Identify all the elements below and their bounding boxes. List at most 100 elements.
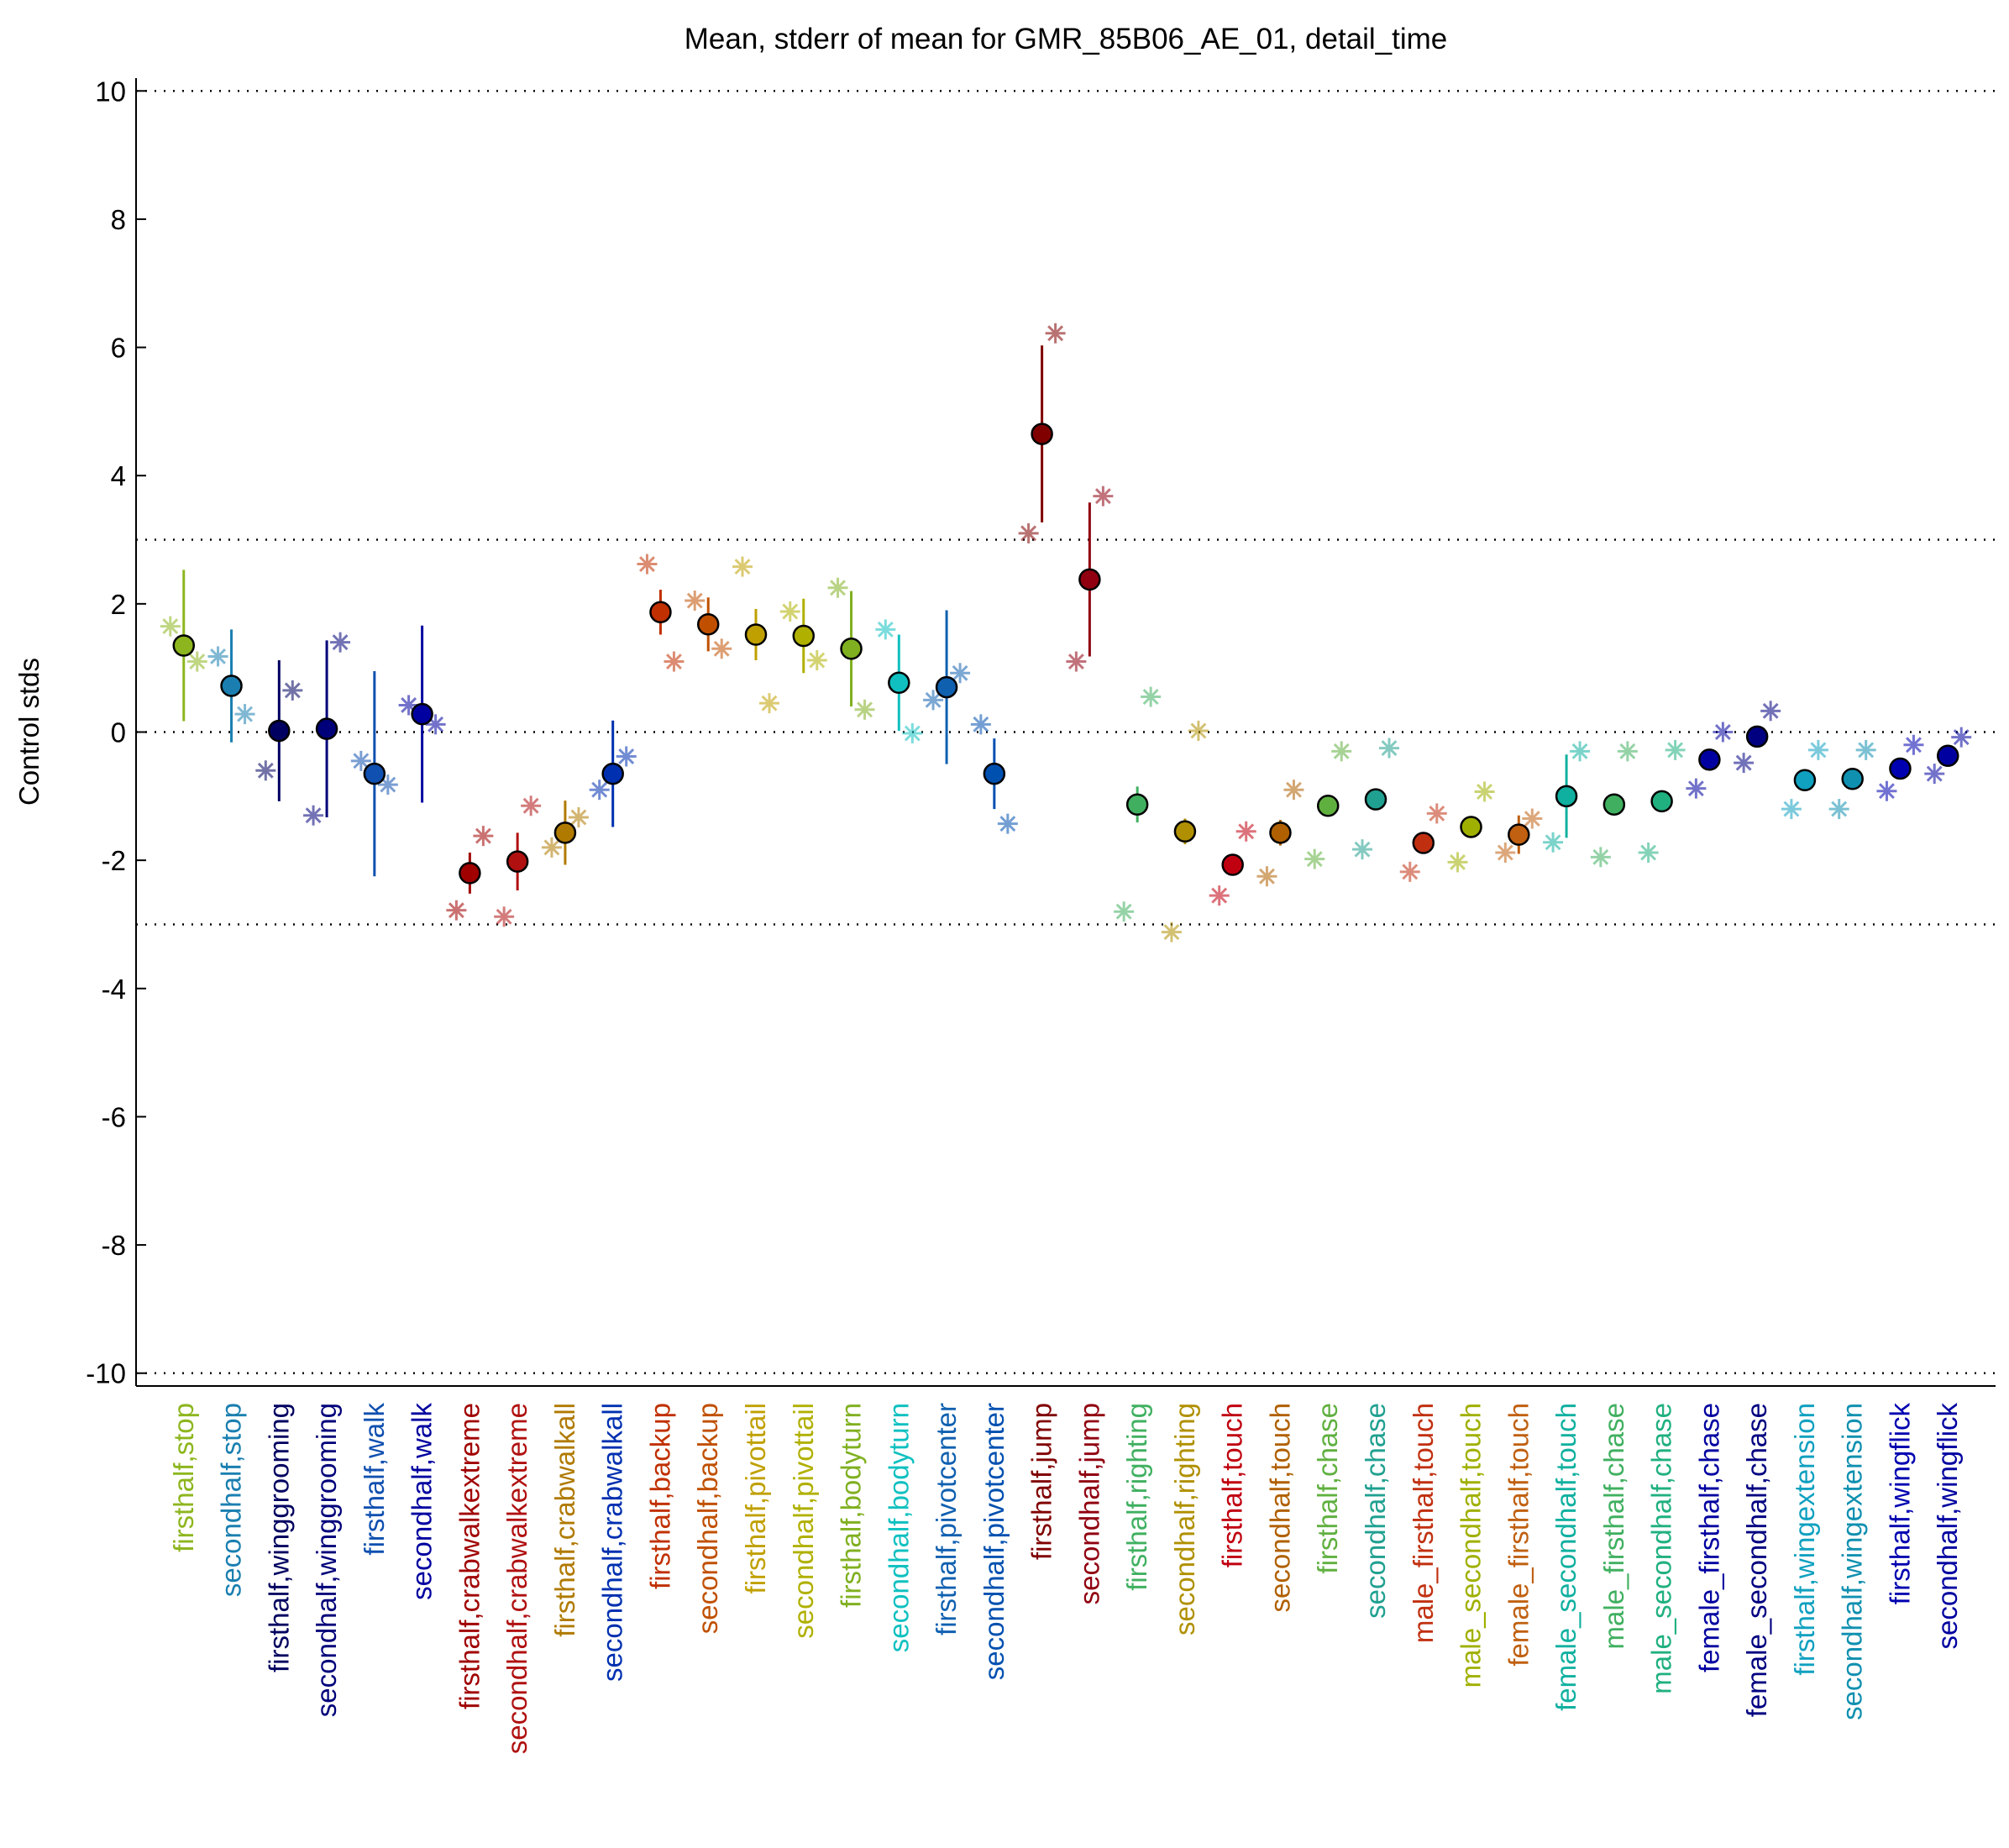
mean-marker	[506, 850, 529, 873]
star-stroke	[162, 618, 179, 635]
x-tick-label: firsthalf,wingflick	[1884, 1403, 1915, 1605]
star-stroke	[591, 781, 608, 798]
star-stroke	[1524, 811, 1540, 827]
star-stroke	[904, 725, 921, 742]
star-stroke	[522, 797, 539, 814]
star-stroke	[952, 664, 968, 681]
x-tick-label: firsthalf,touch	[1217, 1403, 1248, 1567]
x-tick-label: secondhalf,pivottail	[788, 1403, 819, 1639]
star-stroke	[1477, 784, 1492, 800]
x-tick-label: secondhalf,chase	[1360, 1403, 1391, 1619]
y-tick-label: 8	[111, 204, 126, 235]
star-stroke	[734, 559, 751, 575]
star-stroke	[1497, 844, 1513, 861]
point-star	[186, 651, 207, 672]
point-star	[1018, 522, 1039, 543]
point-star	[1141, 686, 1162, 707]
mean-marker	[744, 623, 768, 646]
point-star	[1045, 323, 1066, 344]
star-stroke	[257, 762, 274, 779]
point-star	[902, 723, 923, 744]
mean-marker	[1650, 790, 1673, 813]
x-tick-label: firsthalf,pivottail	[740, 1403, 771, 1593]
point-star	[875, 619, 896, 640]
y-tick-label: 6	[111, 333, 126, 364]
star-stroke	[1879, 783, 1895, 800]
x-tick-label: firsthalf,chase	[1312, 1403, 1343, 1574]
x-tick-label: female_firsthalf,touch	[1503, 1403, 1534, 1667]
star-stroke	[782, 603, 799, 620]
point-star	[970, 714, 991, 735]
x-tick-label: firsthalf,stop	[168, 1403, 199, 1552]
star-stroke	[1211, 887, 1228, 904]
mean-marker	[601, 762, 624, 785]
x-tick-label: secondhalf,touch	[1264, 1403, 1295, 1613]
star-stroke	[857, 701, 873, 718]
star-stroke	[210, 648, 226, 664]
point-star	[1495, 842, 1516, 863]
point-star	[1093, 486, 1114, 507]
x-tick-label: firsthalf,winggrooming	[263, 1403, 294, 1672]
star-stroke	[999, 816, 1016, 832]
mean-marker	[1555, 785, 1578, 808]
point-star	[1924, 764, 1945, 785]
mean-marker	[363, 762, 386, 785]
mean-marker	[649, 601, 672, 624]
star-stroke	[428, 716, 444, 732]
point-star	[1734, 753, 1755, 774]
star-stroke	[1450, 853, 1466, 870]
star-stroke	[925, 691, 942, 708]
mean-marker	[1078, 568, 1101, 591]
x-tick-label: firsthalf,righting	[1121, 1403, 1152, 1591]
point-star	[1379, 738, 1399, 759]
y-tick-label: -10	[86, 1358, 126, 1389]
x-tick-label: female_firsthalf,chase	[1693, 1403, 1724, 1672]
mean-marker	[1125, 793, 1149, 816]
point-star	[1617, 741, 1638, 762]
x-tick-label: firsthalf,wingextension	[1789, 1403, 1820, 1676]
point-star	[1235, 821, 1256, 842]
point-star	[664, 651, 685, 672]
point-star	[589, 780, 610, 801]
star-stroke	[639, 556, 655, 572]
x-tick-label: secondhalf,jump	[1073, 1403, 1104, 1604]
x-tick-label: secondhalf,bodyturn	[883, 1403, 914, 1652]
star-stroke	[1714, 724, 1731, 740]
x-tick-label: secondhalf,walk	[407, 1403, 438, 1600]
star-stroke	[1115, 903, 1132, 920]
star-stroke	[1810, 742, 1827, 759]
point-star	[1665, 739, 1686, 760]
star-stroke	[475, 827, 491, 844]
point-star	[1828, 799, 1849, 820]
point-star	[1855, 739, 1876, 760]
x-tick-label: male_firsthalf,chase	[1598, 1403, 1629, 1649]
x-tick-label: firsthalf,walk	[359, 1403, 390, 1556]
y-axis-label: Control stds	[13, 658, 45, 806]
point-star	[779, 601, 800, 622]
star-stroke	[1571, 743, 1588, 759]
y-tick-label: -2	[102, 845, 126, 876]
point-star	[1426, 803, 1447, 824]
point-star	[541, 837, 562, 858]
point-star	[234, 704, 255, 725]
point-star	[1352, 839, 1372, 860]
star-stroke	[1163, 924, 1180, 941]
star-stroke	[1067, 654, 1084, 670]
x-tick-label: secondhalf,backup	[692, 1403, 723, 1634]
mean-marker	[1602, 793, 1626, 816]
star-stroke	[353, 753, 370, 769]
mean-marker	[1412, 832, 1435, 854]
star-stroke	[1259, 868, 1275, 885]
star-stroke	[570, 809, 587, 826]
star-stroke	[237, 706, 253, 722]
point-star	[350, 750, 371, 771]
point-star	[997, 813, 1018, 834]
point-star	[1161, 921, 1182, 942]
chart-title: Mean, stderr of mean for GMR_85B06_AE_01…	[685, 23, 1448, 55]
point-star	[303, 805, 324, 826]
mean-marker	[459, 862, 481, 885]
point-star	[1283, 780, 1304, 801]
point-star	[827, 577, 848, 598]
x-tick-label: firsthalf,jump	[1026, 1403, 1057, 1560]
star-stroke	[1640, 844, 1657, 861]
